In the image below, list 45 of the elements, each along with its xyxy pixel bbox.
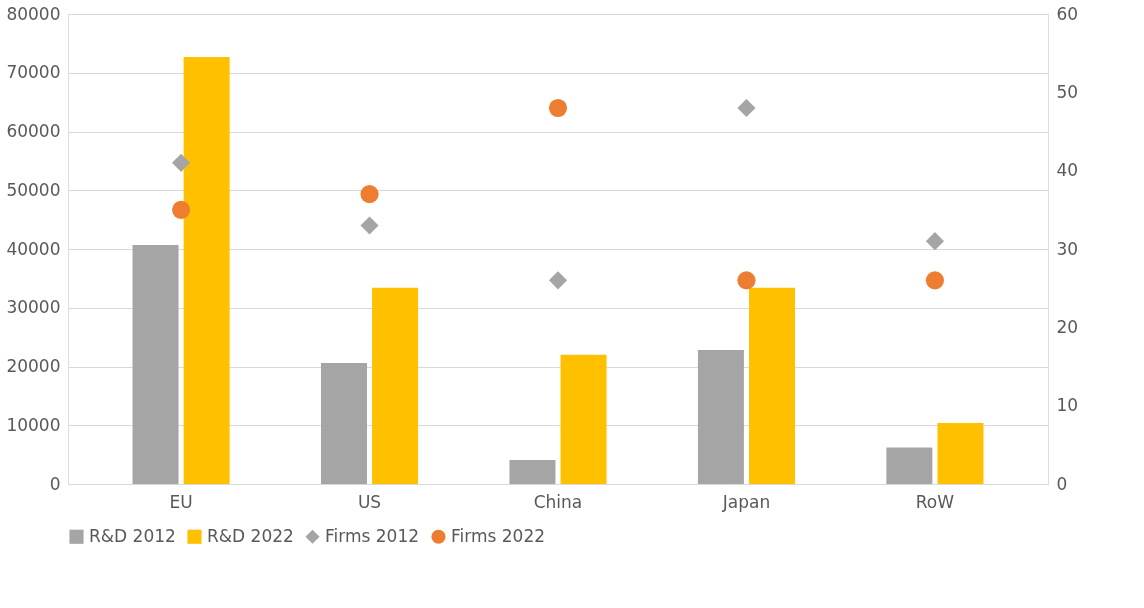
x-tick-label: Japan bbox=[721, 491, 771, 512]
legend-label: R&D 2012 bbox=[89, 525, 176, 546]
point bbox=[925, 232, 945, 251]
y2-tick-label: 0 bbox=[1056, 473, 1068, 494]
y-tick-label: 50000 bbox=[6, 179, 61, 200]
x-tick-label: US bbox=[357, 491, 382, 512]
bar bbox=[132, 244, 179, 484]
y2-tick-label: 60 bbox=[1056, 3, 1079, 24]
y-tick-label: 30000 bbox=[6, 297, 61, 318]
bar bbox=[937, 422, 984, 484]
y-tick-label: 70000 bbox=[6, 62, 61, 83]
y-tick-label: 80000 bbox=[6, 3, 61, 24]
y-tick-label: 60000 bbox=[6, 121, 61, 141]
y2-tick-label: 20 bbox=[1056, 316, 1079, 337]
bar bbox=[320, 362, 367, 484]
legend-label: Firms 2022 bbox=[451, 525, 546, 546]
bar bbox=[749, 287, 796, 484]
point bbox=[360, 185, 379, 204]
y2-tick-label: 10 bbox=[1056, 395, 1079, 416]
bar bbox=[886, 447, 933, 484]
point bbox=[737, 98, 756, 118]
bar bbox=[697, 350, 744, 484]
bar bbox=[560, 354, 607, 484]
bar bbox=[509, 459, 556, 484]
y-tick-label: 40000 bbox=[6, 238, 61, 259]
y-tick-label: 10000 bbox=[6, 414, 61, 435]
y2-tick-label: 30 bbox=[1056, 238, 1079, 259]
x-tick-label: China bbox=[533, 491, 583, 512]
legend-label: Firms 2012 bbox=[325, 525, 420, 546]
x-tick-label: RoW bbox=[915, 491, 955, 512]
bar bbox=[372, 287, 419, 484]
point bbox=[737, 271, 756, 290]
point bbox=[548, 271, 568, 290]
y-tick-label: 20000 bbox=[6, 356, 61, 376]
y2-tick-label: 50 bbox=[1056, 81, 1079, 102]
x-tick-label: EU bbox=[169, 491, 193, 512]
point bbox=[171, 200, 191, 219]
y-tick-label: 0 bbox=[49, 473, 61, 494]
legend-label: R&D 2022 bbox=[207, 525, 294, 546]
bar bbox=[183, 56, 230, 484]
y2-tick-label: 40 bbox=[1056, 160, 1079, 181]
point bbox=[548, 98, 568, 118]
point bbox=[171, 153, 191, 172]
point bbox=[925, 271, 945, 290]
point bbox=[360, 216, 379, 235]
